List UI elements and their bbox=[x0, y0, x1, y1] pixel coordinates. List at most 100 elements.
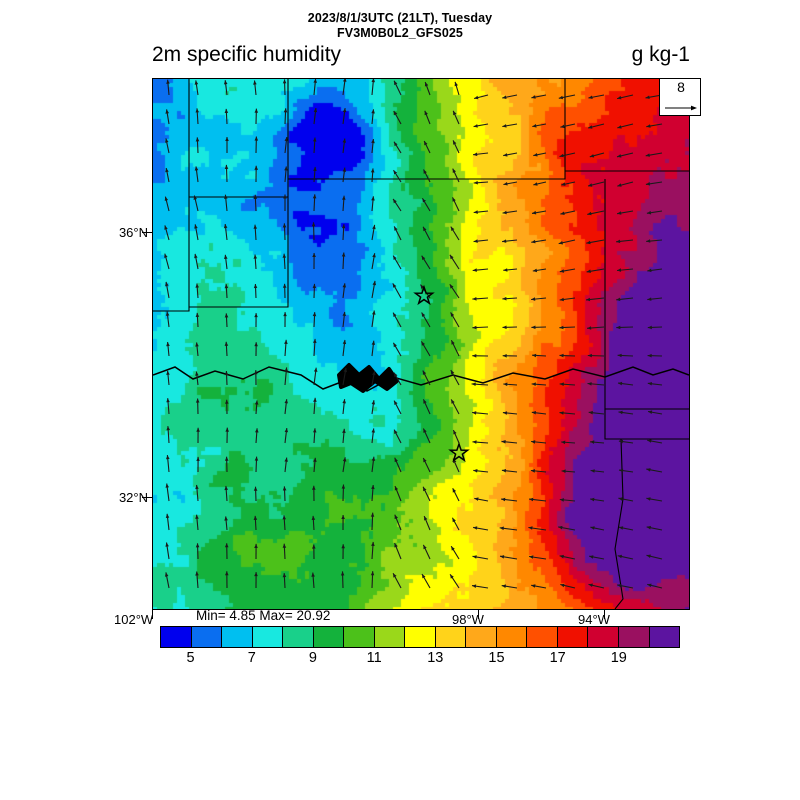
wind-vector bbox=[422, 370, 431, 386]
wind-vector bbox=[282, 223, 287, 241]
wind-vector bbox=[371, 456, 376, 473]
wind-vector bbox=[450, 340, 460, 357]
wind-vector bbox=[451, 517, 460, 531]
wind-vector bbox=[452, 487, 460, 502]
wind-vector bbox=[647, 325, 663, 330]
wind-vector bbox=[342, 283, 347, 299]
wind-vector bbox=[253, 515, 258, 531]
colorbar-segment-14 bbox=[588, 627, 619, 647]
wind-vector bbox=[165, 513, 170, 531]
wind-vector bbox=[313, 166, 317, 183]
wind-vector bbox=[587, 181, 605, 187]
wind-vector bbox=[371, 310, 376, 328]
wind-vector bbox=[166, 79, 170, 96]
colorbar-segment-6 bbox=[344, 627, 375, 647]
wind-vector bbox=[282, 515, 286, 531]
wind-vector bbox=[587, 382, 605, 386]
wind-vector bbox=[394, 457, 402, 473]
state-boundary bbox=[288, 79, 566, 180]
wind-vector bbox=[223, 223, 228, 241]
wind-vector bbox=[254, 572, 258, 589]
colorbar-tick-7: 7 bbox=[247, 650, 256, 666]
wind-vector bbox=[503, 152, 518, 157]
lon-tick-102w bbox=[152, 610, 153, 619]
wind-vector bbox=[370, 512, 375, 531]
wind-vector bbox=[531, 411, 547, 415]
wind-vector-reference-key: 8 bbox=[659, 78, 701, 116]
wind-vector bbox=[472, 354, 489, 358]
wind-vector bbox=[224, 516, 228, 531]
wind-vector bbox=[342, 367, 348, 386]
wind-vector bbox=[531, 210, 547, 215]
wind-vector bbox=[529, 497, 547, 502]
wind-vector bbox=[394, 514, 402, 531]
wind-vector bbox=[166, 398, 170, 415]
wind-vector bbox=[616, 239, 634, 244]
wind-vector bbox=[371, 138, 375, 154]
wind-vector bbox=[502, 123, 518, 128]
wind-vector bbox=[342, 167, 347, 183]
wind-vector bbox=[342, 195, 346, 212]
wind-vector bbox=[313, 338, 317, 357]
colorbar-segment-9 bbox=[435, 627, 467, 647]
wind-vector bbox=[473, 94, 489, 100]
wind-vector bbox=[449, 574, 460, 589]
wind-vector bbox=[166, 370, 170, 386]
wind-vector bbox=[618, 526, 634, 531]
wind-vector bbox=[424, 110, 431, 125]
wind-vector bbox=[312, 485, 316, 502]
wind-vector bbox=[473, 152, 489, 157]
wind-vector bbox=[647, 268, 663, 273]
subtitle-row: 2m specific humidity g kg-1 bbox=[152, 43, 690, 69]
wind-vector bbox=[284, 367, 289, 386]
wind-vector bbox=[253, 254, 258, 270]
wind-vector bbox=[371, 109, 375, 125]
wind-vector bbox=[313, 397, 317, 415]
wind-vector bbox=[501, 497, 518, 502]
colorbar-tick-labels: 5 7 9 11 13 15 17 19 bbox=[160, 650, 680, 668]
wind-vector bbox=[253, 486, 258, 502]
wind-vector bbox=[588, 583, 605, 589]
wind-vector bbox=[452, 429, 460, 444]
wind-vector bbox=[585, 297, 605, 302]
wind-vector bbox=[393, 226, 402, 241]
wind-vector bbox=[618, 497, 634, 502]
map-plot-area[interactable] bbox=[152, 78, 690, 610]
wind-vector bbox=[342, 138, 347, 154]
wind-vector bbox=[503, 181, 518, 186]
wind-vector bbox=[422, 486, 431, 502]
wind-vector bbox=[371, 428, 375, 444]
wind-vector bbox=[284, 339, 288, 357]
colorbar-segment-5 bbox=[313, 627, 345, 647]
wind-vector bbox=[617, 210, 634, 215]
wind-vector bbox=[645, 152, 663, 157]
wind-vector bbox=[393, 400, 402, 415]
wind-vector bbox=[531, 382, 547, 386]
wind-vector bbox=[501, 440, 518, 444]
wind-vector bbox=[560, 123, 576, 129]
wind-vector-arrow-icon bbox=[665, 105, 697, 111]
wind-vector bbox=[617, 181, 634, 187]
colorbar-tick-17: 17 bbox=[549, 650, 566, 666]
wind-vector bbox=[165, 483, 170, 502]
wind-vector bbox=[313, 367, 318, 386]
wind-vector bbox=[423, 515, 431, 531]
lat-tick-36n bbox=[142, 232, 152, 233]
wind-vector bbox=[195, 312, 200, 328]
humidity-field-canvas bbox=[153, 79, 689, 609]
station-star-marker[interactable] bbox=[448, 441, 470, 463]
wind-vector bbox=[165, 281, 170, 299]
wind-vector bbox=[166, 426, 170, 444]
wind-vector bbox=[225, 427, 229, 444]
wind-vector bbox=[473, 210, 489, 214]
wind-vector bbox=[422, 226, 431, 241]
wind-vector bbox=[195, 283, 199, 299]
wind-vector bbox=[421, 573, 431, 589]
colorbar-tick-15: 15 bbox=[488, 650, 505, 666]
station-star-marker[interactable] bbox=[413, 284, 435, 306]
wind-vector bbox=[647, 583, 663, 589]
colorbar[interactable] bbox=[160, 626, 680, 648]
wind-vector bbox=[424, 81, 431, 96]
wind-vector bbox=[392, 342, 402, 357]
wind-vector bbox=[618, 468, 634, 473]
